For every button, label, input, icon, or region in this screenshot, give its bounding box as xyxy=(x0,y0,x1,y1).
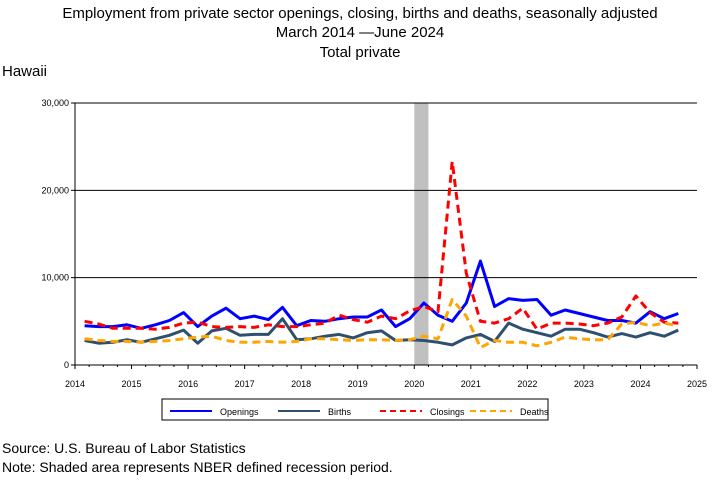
gridlines xyxy=(75,102,697,279)
y-tick-label: 0 xyxy=(64,360,69,370)
series-line-closings xyxy=(84,160,679,331)
date-range-dash: — xyxy=(359,24,375,41)
date-range-start: March 2014 xyxy=(275,24,355,41)
legend-box xyxy=(161,398,549,421)
x-tick-label: 2020 xyxy=(404,379,424,389)
axes: 0 10,000 20,000 30,000 2014 2015 2016 2017 2018 2… xyxy=(41,98,707,389)
chart-title-line3: Total private xyxy=(319,44,401,61)
x-tick-label: 2023 xyxy=(574,379,594,389)
x-tick-label: 2015 xyxy=(122,379,142,389)
x-tick-label: 2021 xyxy=(461,379,481,389)
chart-title-line1: Employment from private sector openings,… xyxy=(62,5,658,22)
legend-label-deaths: Deaths xyxy=(520,407,549,417)
x-tick-label: 2022 xyxy=(517,379,537,389)
x-tick-label: 2017 xyxy=(235,379,255,389)
date-range-end: June 2024 xyxy=(374,24,445,41)
y-tick-label: 10,000 xyxy=(41,273,69,283)
x-tick-label: 2016 xyxy=(178,379,198,389)
legend-label-openings: Openings xyxy=(220,407,259,417)
x-tick-label: 2018 xyxy=(291,379,311,389)
series-lines xyxy=(84,160,679,349)
y-tick-label: 20,000 xyxy=(41,185,69,195)
region-label: Hawaii xyxy=(2,63,48,80)
chart-svg: 0 10,000 20,000 30,000 2014 2015 2016 2017 2018 2… xyxy=(41,98,707,421)
x-tick-label: 2024 xyxy=(630,379,650,389)
plot-background xyxy=(75,103,697,365)
series-line-openings xyxy=(84,259,679,330)
series-line-births xyxy=(84,317,679,347)
source-note: Source: U.S. Bureau of Labor Statistics xyxy=(2,440,246,456)
y-tick-label: 30,000 xyxy=(41,98,69,108)
legend-label-closings: Closings xyxy=(430,407,465,417)
plot-area xyxy=(75,103,697,365)
legend: Openings Births Closings Deaths xyxy=(161,398,549,421)
x-tick-label: 2025 xyxy=(687,379,707,389)
legend-label-births: Births xyxy=(328,407,352,417)
chart-title-date-range: March 2014 —June 2024 xyxy=(0,23,720,43)
x-tick-label: 2014 xyxy=(65,379,85,389)
recession-band-group xyxy=(414,103,429,365)
x-tick-label: 2019 xyxy=(348,379,368,389)
recession-note: Note: Shaded area represents NBER define… xyxy=(2,459,393,475)
recession-band xyxy=(414,103,429,365)
